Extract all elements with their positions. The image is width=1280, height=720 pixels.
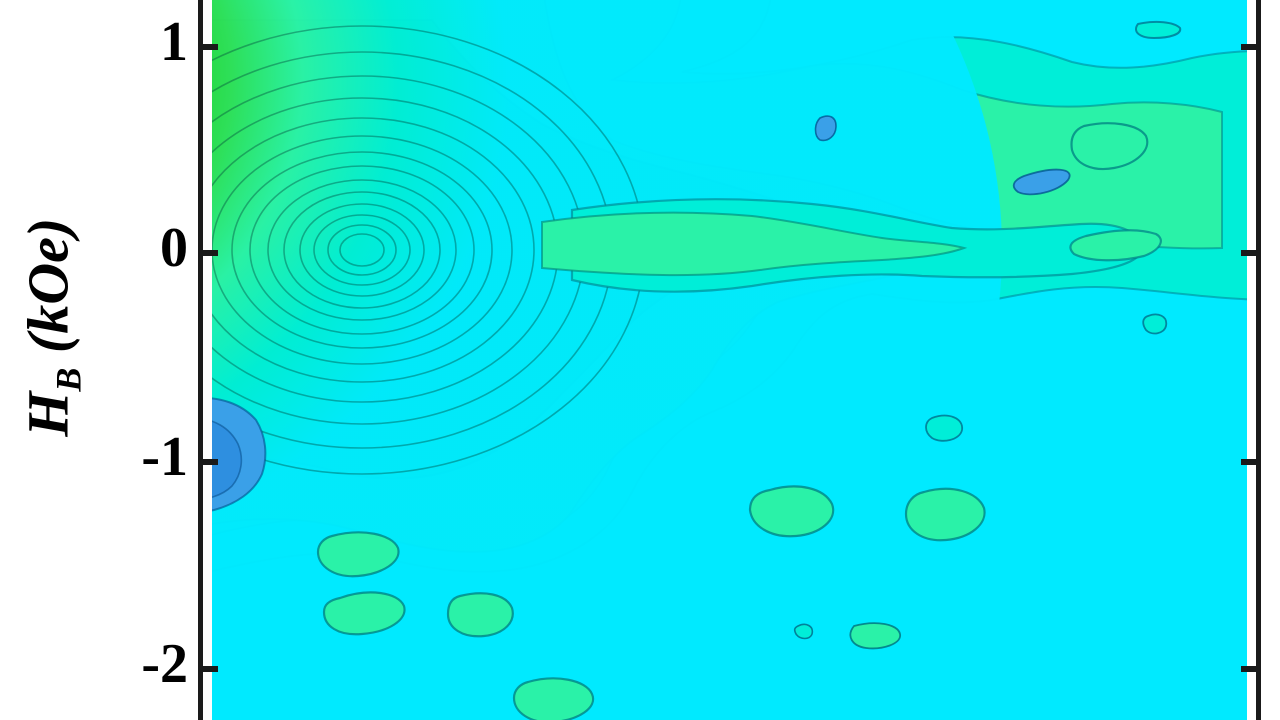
axis-spine-right [1256, 0, 1261, 720]
left-gutter [203, 0, 212, 720]
island-dot-b [849, 622, 901, 650]
island-right-dot2 [925, 414, 963, 442]
island-left-lower [316, 531, 400, 578]
island-blue-sliver-top [814, 115, 837, 142]
island-lower-right-2 [904, 487, 986, 542]
island-green-mid [1070, 122, 1149, 171]
contour-right-tail-inner [541, 211, 968, 277]
y-axis-label-unit: (kOe) [15, 217, 81, 368]
island-dot-a [793, 623, 814, 640]
y-tick-mark-right-m2 [1241, 666, 1256, 672]
y-tick-mark-right-m1 [1241, 459, 1256, 465]
peak-gradient-core [212, 0, 1002, 720]
island-lower-right-blob [748, 485, 835, 538]
island-lower-left-1 [322, 591, 406, 636]
island-top-small [1135, 20, 1182, 40]
contour-islands [316, 20, 1182, 720]
y-axis-label: HB (kOe) [15, 177, 90, 477]
island-lower-mid-1 [446, 592, 514, 638]
tail-island-1 [1069, 229, 1162, 262]
y-tick-mark-right-1 [1241, 44, 1256, 50]
y-tick-mark-m1 [203, 459, 218, 465]
y-tick-mark-m2 [203, 666, 218, 672]
y-tick-label-m1: -1 [141, 426, 188, 488]
y-tick-mark-1 [203, 44, 218, 50]
island-bottom-mid [512, 677, 595, 720]
y-tick-label-0: 0 [160, 217, 188, 279]
y-tick-label-m2: -2 [141, 633, 188, 695]
contour-canvas [212, 0, 1256, 720]
y-tick-label-1: 1 [160, 11, 188, 73]
blue-lobe-left-core [212, 420, 243, 498]
axis-spine-left [198, 0, 203, 720]
island-blue-sliver-mid [1012, 168, 1071, 196]
contour-plot-panel [212, 0, 1256, 720]
y-tick-mark-right-0 [1241, 250, 1256, 256]
right-gutter [1247, 0, 1256, 720]
y-tick-mark-0 [203, 250, 218, 256]
island-right-dot [1142, 313, 1168, 335]
y-axis-label-main: H [15, 391, 81, 437]
y-axis-label-sub: B [48, 367, 89, 392]
